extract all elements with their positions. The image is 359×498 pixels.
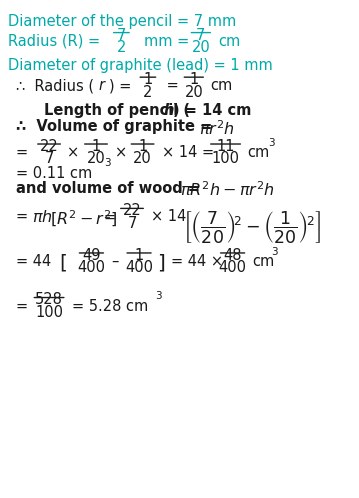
Text: [: [ <box>60 254 67 273</box>
Text: ∴  Radius (: ∴ Radius ( <box>15 78 94 93</box>
Text: 20: 20 <box>191 39 210 54</box>
Text: =: = <box>15 209 32 225</box>
Text: 3: 3 <box>155 291 162 301</box>
Text: 7: 7 <box>127 216 137 231</box>
Text: 49: 49 <box>82 248 101 262</box>
Text: 3: 3 <box>104 158 110 168</box>
Text: = 5.28 cm: = 5.28 cm <box>72 298 148 314</box>
Text: $\left[\left(\dfrac{7}{20}\right)^{\!2}-\left(\dfrac{1}{20}\right)^{\!2}\right]$: $\left[\left(\dfrac{7}{20}\right)^{\!2}-… <box>183 209 321 246</box>
Text: =: = <box>15 298 28 314</box>
Text: Diameter of the pencil = 7 mm: Diameter of the pencil = 7 mm <box>9 14 237 29</box>
Text: Radius (R) =: Radius (R) = <box>9 33 105 49</box>
Text: and volume of wood =: and volume of wood = <box>15 181 205 196</box>
Text: ×: × <box>67 145 80 160</box>
Text: cm: cm <box>247 145 270 160</box>
Text: 22: 22 <box>123 203 141 218</box>
Text: 20: 20 <box>185 85 203 100</box>
Text: $\pi R^2h - \pi r^2h$: $\pi R^2h - \pi r^2h$ <box>180 181 275 199</box>
Text: 3: 3 <box>268 137 275 147</box>
Text: cm: cm <box>210 78 233 93</box>
Text: = 0.11 cm: = 0.11 cm <box>15 166 92 181</box>
Text: 1: 1 <box>189 72 199 87</box>
Text: = 44: = 44 <box>15 254 51 269</box>
Text: =: = <box>15 145 28 160</box>
Text: ]: ] <box>157 254 164 273</box>
Text: =: = <box>104 209 116 225</box>
Text: 400: 400 <box>219 260 247 275</box>
Text: × 14: × 14 <box>151 209 187 225</box>
Text: 7: 7 <box>196 27 206 43</box>
Text: 7: 7 <box>45 151 54 166</box>
Text: 7: 7 <box>117 27 126 43</box>
Text: Diameter of graphite (lead) = 1 mm: Diameter of graphite (lead) = 1 mm <box>9 58 273 73</box>
Text: ) = 14 cm: ) = 14 cm <box>173 103 251 118</box>
Text: 22: 22 <box>40 138 59 153</box>
Text: Length of pencil (: Length of pencil ( <box>44 103 190 118</box>
Text: 1: 1 <box>143 72 153 87</box>
Text: 400: 400 <box>78 260 106 275</box>
Text: mm =: mm = <box>144 33 194 49</box>
Text: cm: cm <box>219 33 241 49</box>
Text: r: r <box>98 78 104 93</box>
Text: $\pi h$: $\pi h$ <box>32 209 53 226</box>
Text: = 44 ×: = 44 × <box>171 254 223 269</box>
Text: =: = <box>162 78 183 93</box>
Text: 100: 100 <box>35 305 63 320</box>
Text: ×: × <box>115 145 127 160</box>
Text: 48: 48 <box>223 248 242 262</box>
Text: 20: 20 <box>133 151 152 166</box>
Text: 20: 20 <box>87 151 106 166</box>
Text: –: – <box>111 254 118 269</box>
Text: 1: 1 <box>138 138 147 153</box>
Text: $[R^2 - r^2]$: $[R^2 - r^2]$ <box>50 209 118 230</box>
Text: ∴  Volume of graphite =: ∴ Volume of graphite = <box>15 119 217 134</box>
Text: 1: 1 <box>92 138 101 153</box>
Text: 2: 2 <box>117 39 126 54</box>
Text: 528: 528 <box>35 292 63 307</box>
Text: 3: 3 <box>271 247 278 256</box>
Text: h: h <box>164 103 174 118</box>
Text: 400: 400 <box>125 260 153 275</box>
Text: $\pi r^2h$: $\pi r^2h$ <box>199 119 235 138</box>
Text: 100: 100 <box>211 151 239 166</box>
Text: 11: 11 <box>216 138 235 153</box>
Text: 1: 1 <box>134 248 144 262</box>
Text: × 14 =: × 14 = <box>162 145 214 160</box>
Text: ) =: ) = <box>109 78 136 93</box>
Text: 2: 2 <box>143 85 153 100</box>
Text: cm: cm <box>252 254 274 269</box>
